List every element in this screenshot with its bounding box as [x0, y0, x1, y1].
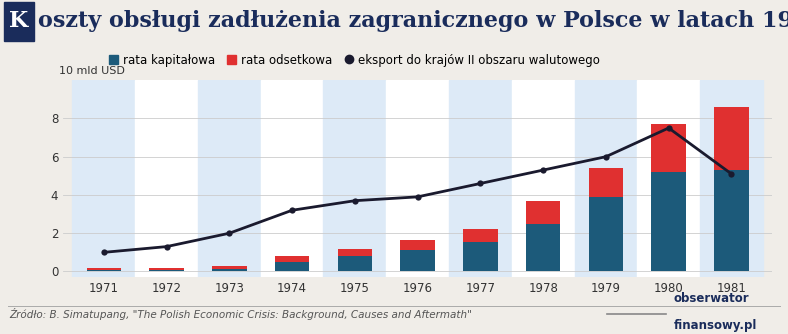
Bar [589, 197, 623, 272]
Bar [526, 224, 560, 272]
Bar [714, 107, 749, 170]
Bar [511, 80, 574, 277]
Bar [652, 124, 686, 172]
Bar [324, 80, 386, 277]
Bar [150, 270, 184, 272]
Text: obserwator: obserwator [674, 292, 749, 305]
Bar [400, 250, 435, 272]
Bar [275, 256, 310, 262]
Bar [714, 170, 749, 272]
Bar [574, 80, 637, 277]
Bar [198, 80, 261, 277]
Bar [337, 248, 372, 256]
Bar [150, 268, 184, 270]
Bar [136, 80, 198, 277]
Bar [87, 270, 121, 272]
Bar [652, 172, 686, 272]
Bar [4, 2, 34, 41]
Bar [261, 80, 324, 277]
Bar [463, 229, 498, 242]
Bar [700, 80, 763, 277]
Legend: rata kapitałowa, rata odsetkowa, eksport do krajów II obszaru walutowego: rata kapitałowa, rata odsetkowa, eksport… [109, 54, 600, 66]
Bar [212, 266, 247, 269]
Bar [400, 240, 435, 250]
Text: oszty obsługi zadłużenia zagranicznego w Polsce w latach 1971-81: oszty obsługi zadłużenia zagranicznego w… [38, 10, 788, 32]
Bar [449, 80, 511, 277]
Bar [386, 80, 449, 277]
Bar [526, 201, 560, 224]
Bar [337, 256, 372, 272]
Text: 10 mld USD: 10 mld USD [60, 66, 125, 76]
Bar [87, 268, 121, 270]
Bar [463, 242, 498, 272]
Text: Źródło: B. Simatupang, "The Polish Economic Crisis: Background, Causes and After: Źródło: B. Simatupang, "The Polish Econo… [9, 308, 472, 320]
Bar [275, 262, 310, 272]
Text: K: K [9, 10, 28, 32]
Bar [589, 168, 623, 197]
Bar [72, 80, 136, 277]
Bar [637, 80, 700, 277]
Bar [212, 269, 247, 272]
Text: finansowy.pl: finansowy.pl [674, 319, 757, 332]
